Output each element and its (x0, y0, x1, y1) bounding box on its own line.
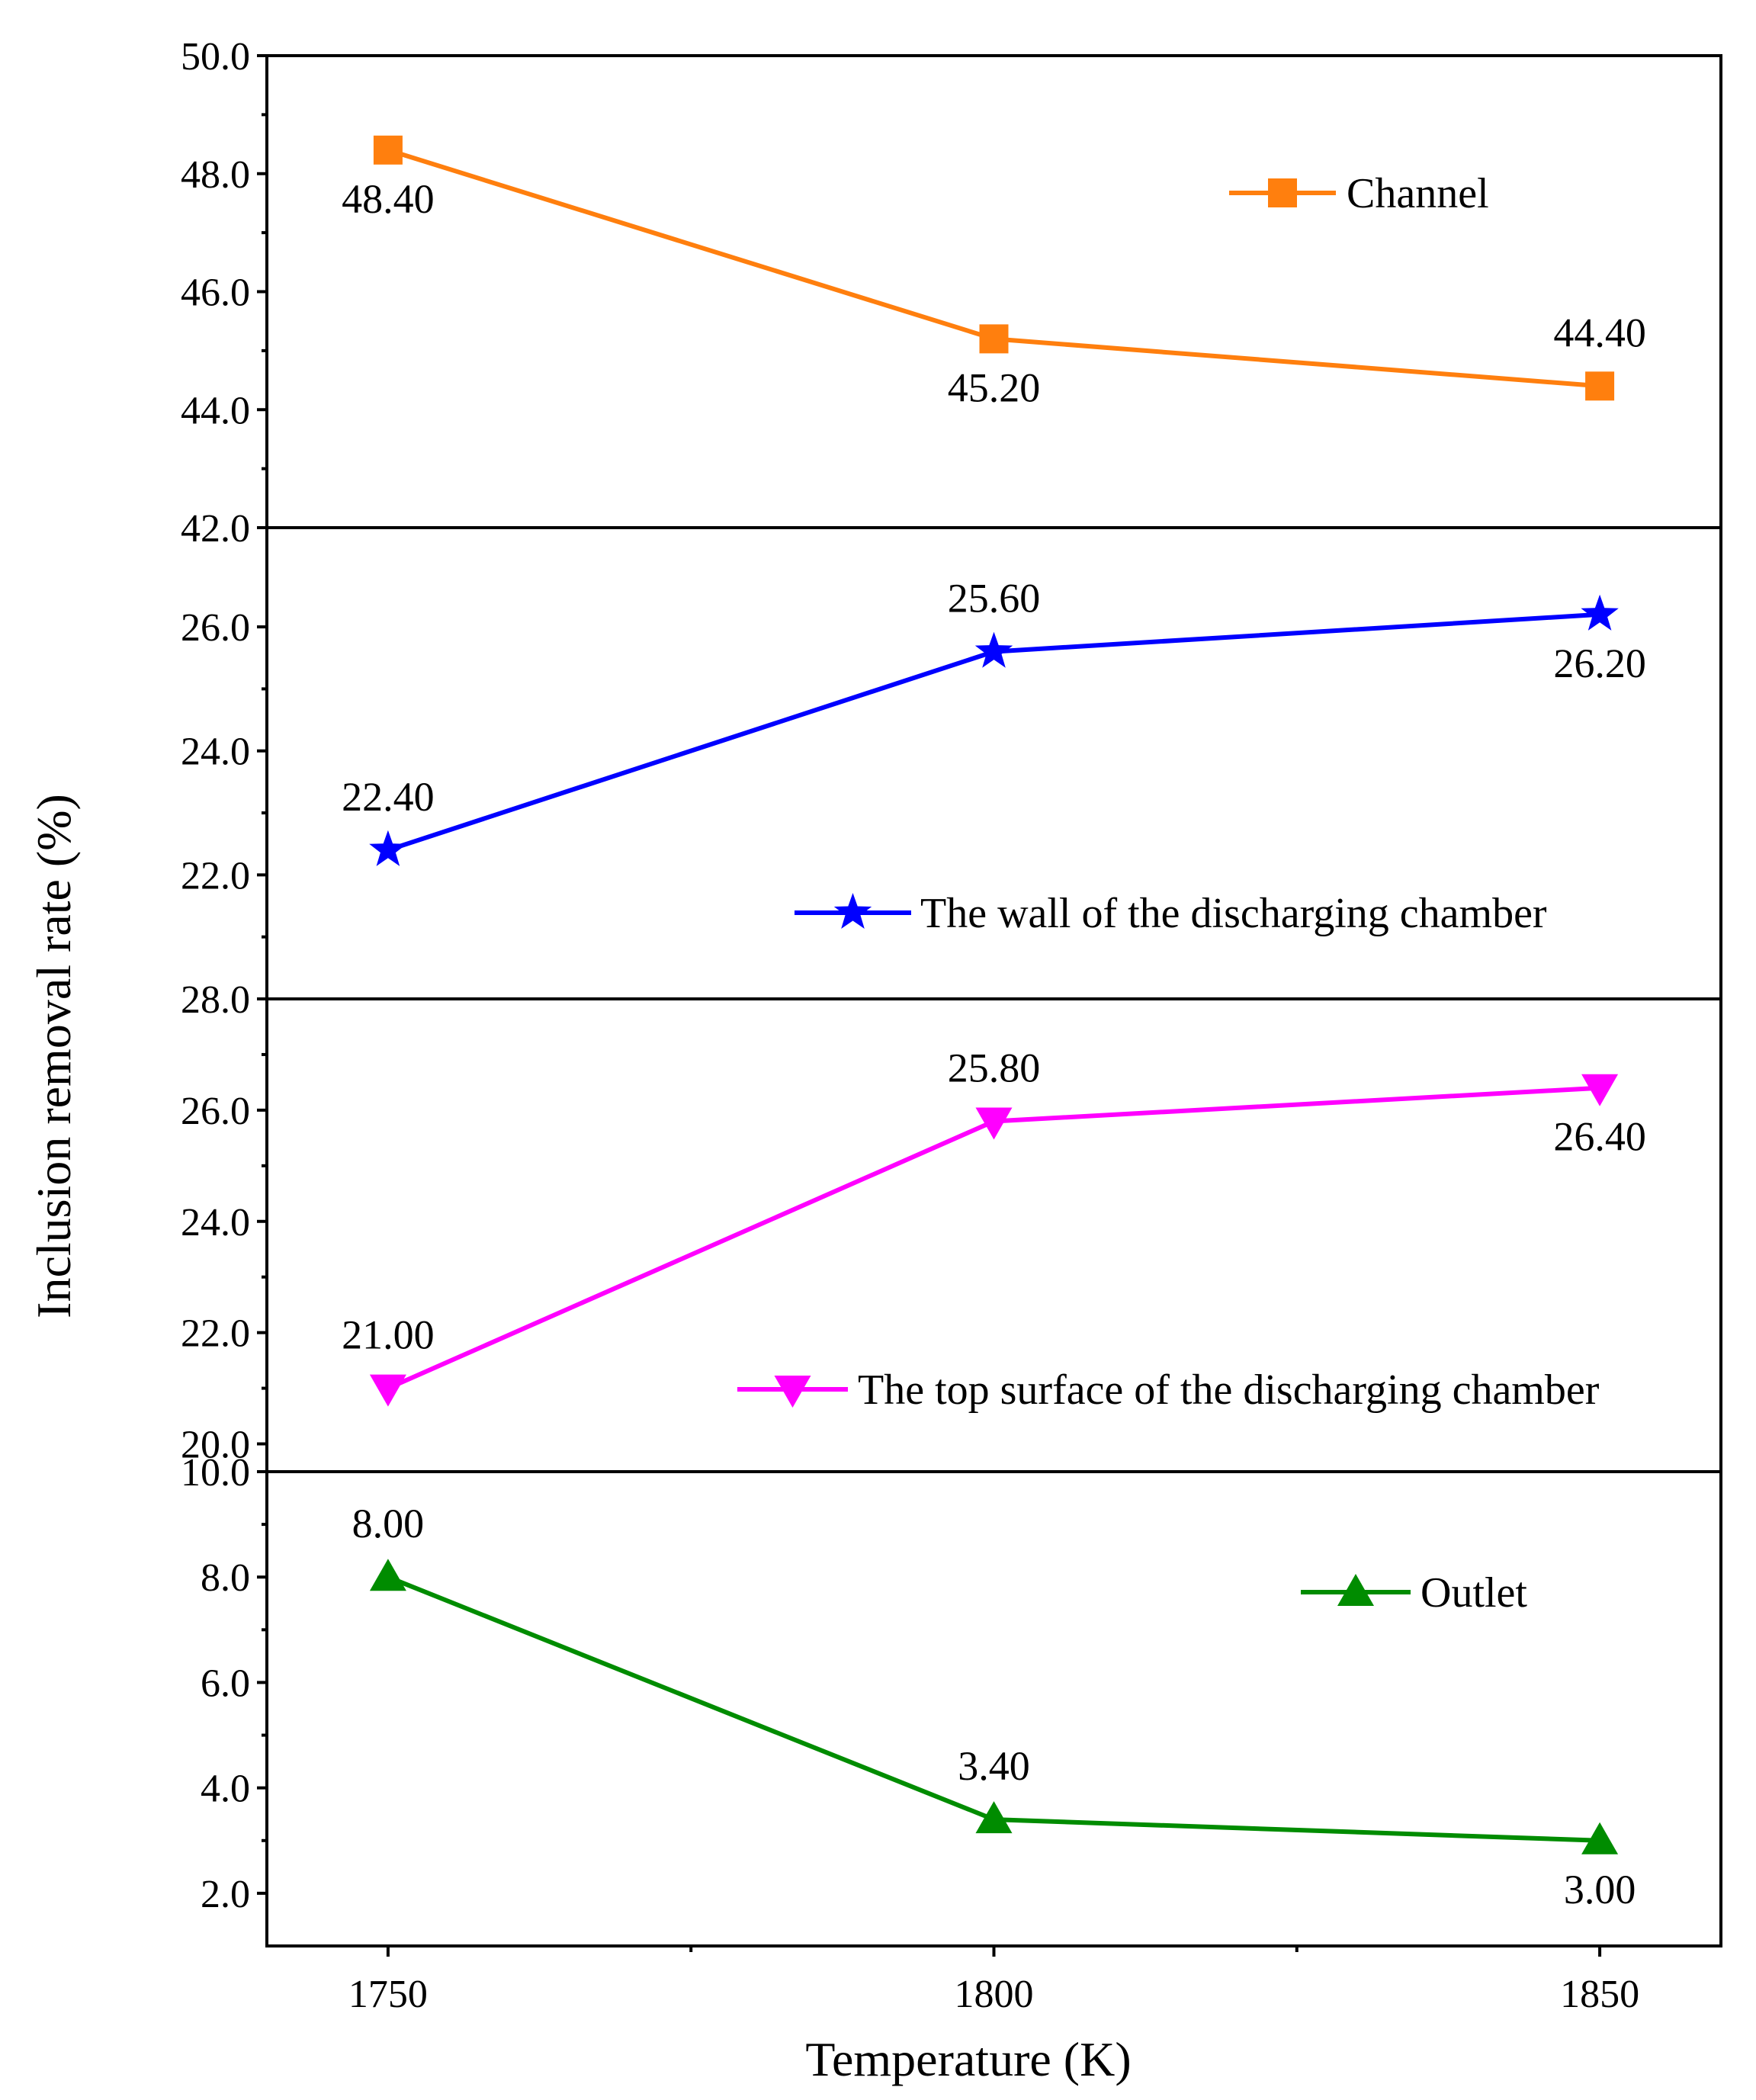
data-point-outlet (975, 1801, 1013, 1834)
y-tick-label: 28.0 (181, 978, 250, 1022)
data-label-outlet: 8.00 (352, 1501, 425, 1546)
data-label-top-surface: 21.00 (342, 1312, 435, 1358)
data-label-top-surface: 26.40 (1553, 1114, 1646, 1160)
data-point-top-surface (975, 1107, 1013, 1140)
y-tick-label: 42.0 (181, 507, 250, 551)
chart-panels: 42.0 44.0 46.0 48.0 50.0 48.40 45.20 44.40 Chann… (181, 35, 1722, 1947)
legend-label-channel: Channel (1347, 170, 1489, 217)
panel-top-surface: 20.0 22.0 24.0 26.0 28.0 21.00 25.80 26.40 The t… (181, 978, 1722, 1473)
data-label-wall: 22.40 (342, 774, 435, 820)
data-point-outlet (1581, 1822, 1619, 1854)
data-point-wall (1581, 594, 1619, 631)
x-tick-label: 1750 (348, 1973, 428, 2016)
panel-channel: 42.0 44.0 46.0 48.0 50.0 48.40 45.20 44.40 Chann… (181, 35, 1722, 551)
x-tick-label: 1850 (1560, 1973, 1639, 2016)
y-tick-label: 24.0 (181, 731, 250, 774)
y-tick-label: 10.0 (181, 1451, 250, 1495)
data-label-top-surface: 25.80 (948, 1045, 1041, 1090)
legend-label-top-surface: The top surface of the discharging chamb… (858, 1366, 1600, 1414)
series-line-outlet (387, 1575, 1600, 1843)
data-point-outlet (369, 1559, 406, 1591)
legend-marker-top-surface (774, 1376, 811, 1408)
y-axis-title: Inclusion removal rate (%) (27, 794, 81, 1318)
data-point-wall (369, 830, 407, 866)
x-axis-title: Temperature (K) (805, 2032, 1131, 2086)
y-tick-label: 46.0 (181, 271, 250, 315)
data-point-wall (974, 631, 1013, 668)
panel-outlet: 2.0 4.0 6.0 8.0 10.0 8.00 3.40 3.00 Outlet (181, 1451, 1722, 1947)
x-tick-label: 1800 (955, 1973, 1034, 2016)
y-tick-label: 22.0 (181, 854, 250, 897)
panel-frame-outlet (265, 1470, 1722, 1947)
y-tick-label: 48.0 (181, 153, 250, 197)
panel-frame-channel (265, 54, 1722, 529)
y-tick-label: 24.0 (181, 1201, 250, 1244)
y-tick-label: 6.0 (201, 1662, 250, 1705)
data-label-outlet: 3.00 (1564, 1867, 1636, 1912)
y-tick-label: 44.0 (181, 389, 250, 432)
data-label-channel: 45.20 (948, 364, 1041, 410)
data-label-outlet: 3.40 (958, 1743, 1030, 1789)
data-point-top-surface (369, 1374, 406, 1407)
y-tick-label: 20.0 (181, 1424, 250, 1467)
x-axis: 1750 1800 1850 (348, 1946, 1639, 2016)
legend-marker-wall (833, 893, 872, 929)
y-tick-label: 22.0 (181, 1312, 250, 1356)
y-tick-label: 8.0 (201, 1556, 250, 1600)
data-label-wall: 26.20 (1553, 641, 1646, 686)
legend-marker-outlet (1337, 1574, 1374, 1606)
data-label-channel: 48.40 (342, 176, 435, 222)
y-tick-label: 4.0 (201, 1768, 250, 1811)
y-tick-label: 26.0 (181, 1090, 250, 1133)
y-tick-label: 2.0 (201, 1873, 250, 1916)
y-tick-label: 50.0 (181, 35, 250, 79)
data-point-channel (979, 324, 1009, 354)
data-label-channel: 44.40 (1553, 310, 1646, 355)
legend-label-wall: The wall of the discharging chamber (920, 890, 1547, 937)
data-label-wall: 25.60 (948, 576, 1041, 621)
data-point-channel (373, 135, 403, 165)
y-tick-label: 26.0 (181, 606, 250, 650)
data-point-top-surface (1581, 1074, 1619, 1106)
legend-marker-channel (1268, 178, 1297, 207)
panel-wall: 22.0 24.0 26.0 22.40 25.60 26.20 The wall of t… (181, 526, 1722, 1000)
data-point-channel (1585, 371, 1615, 401)
legend-label-outlet: Outlet (1421, 1569, 1527, 1617)
